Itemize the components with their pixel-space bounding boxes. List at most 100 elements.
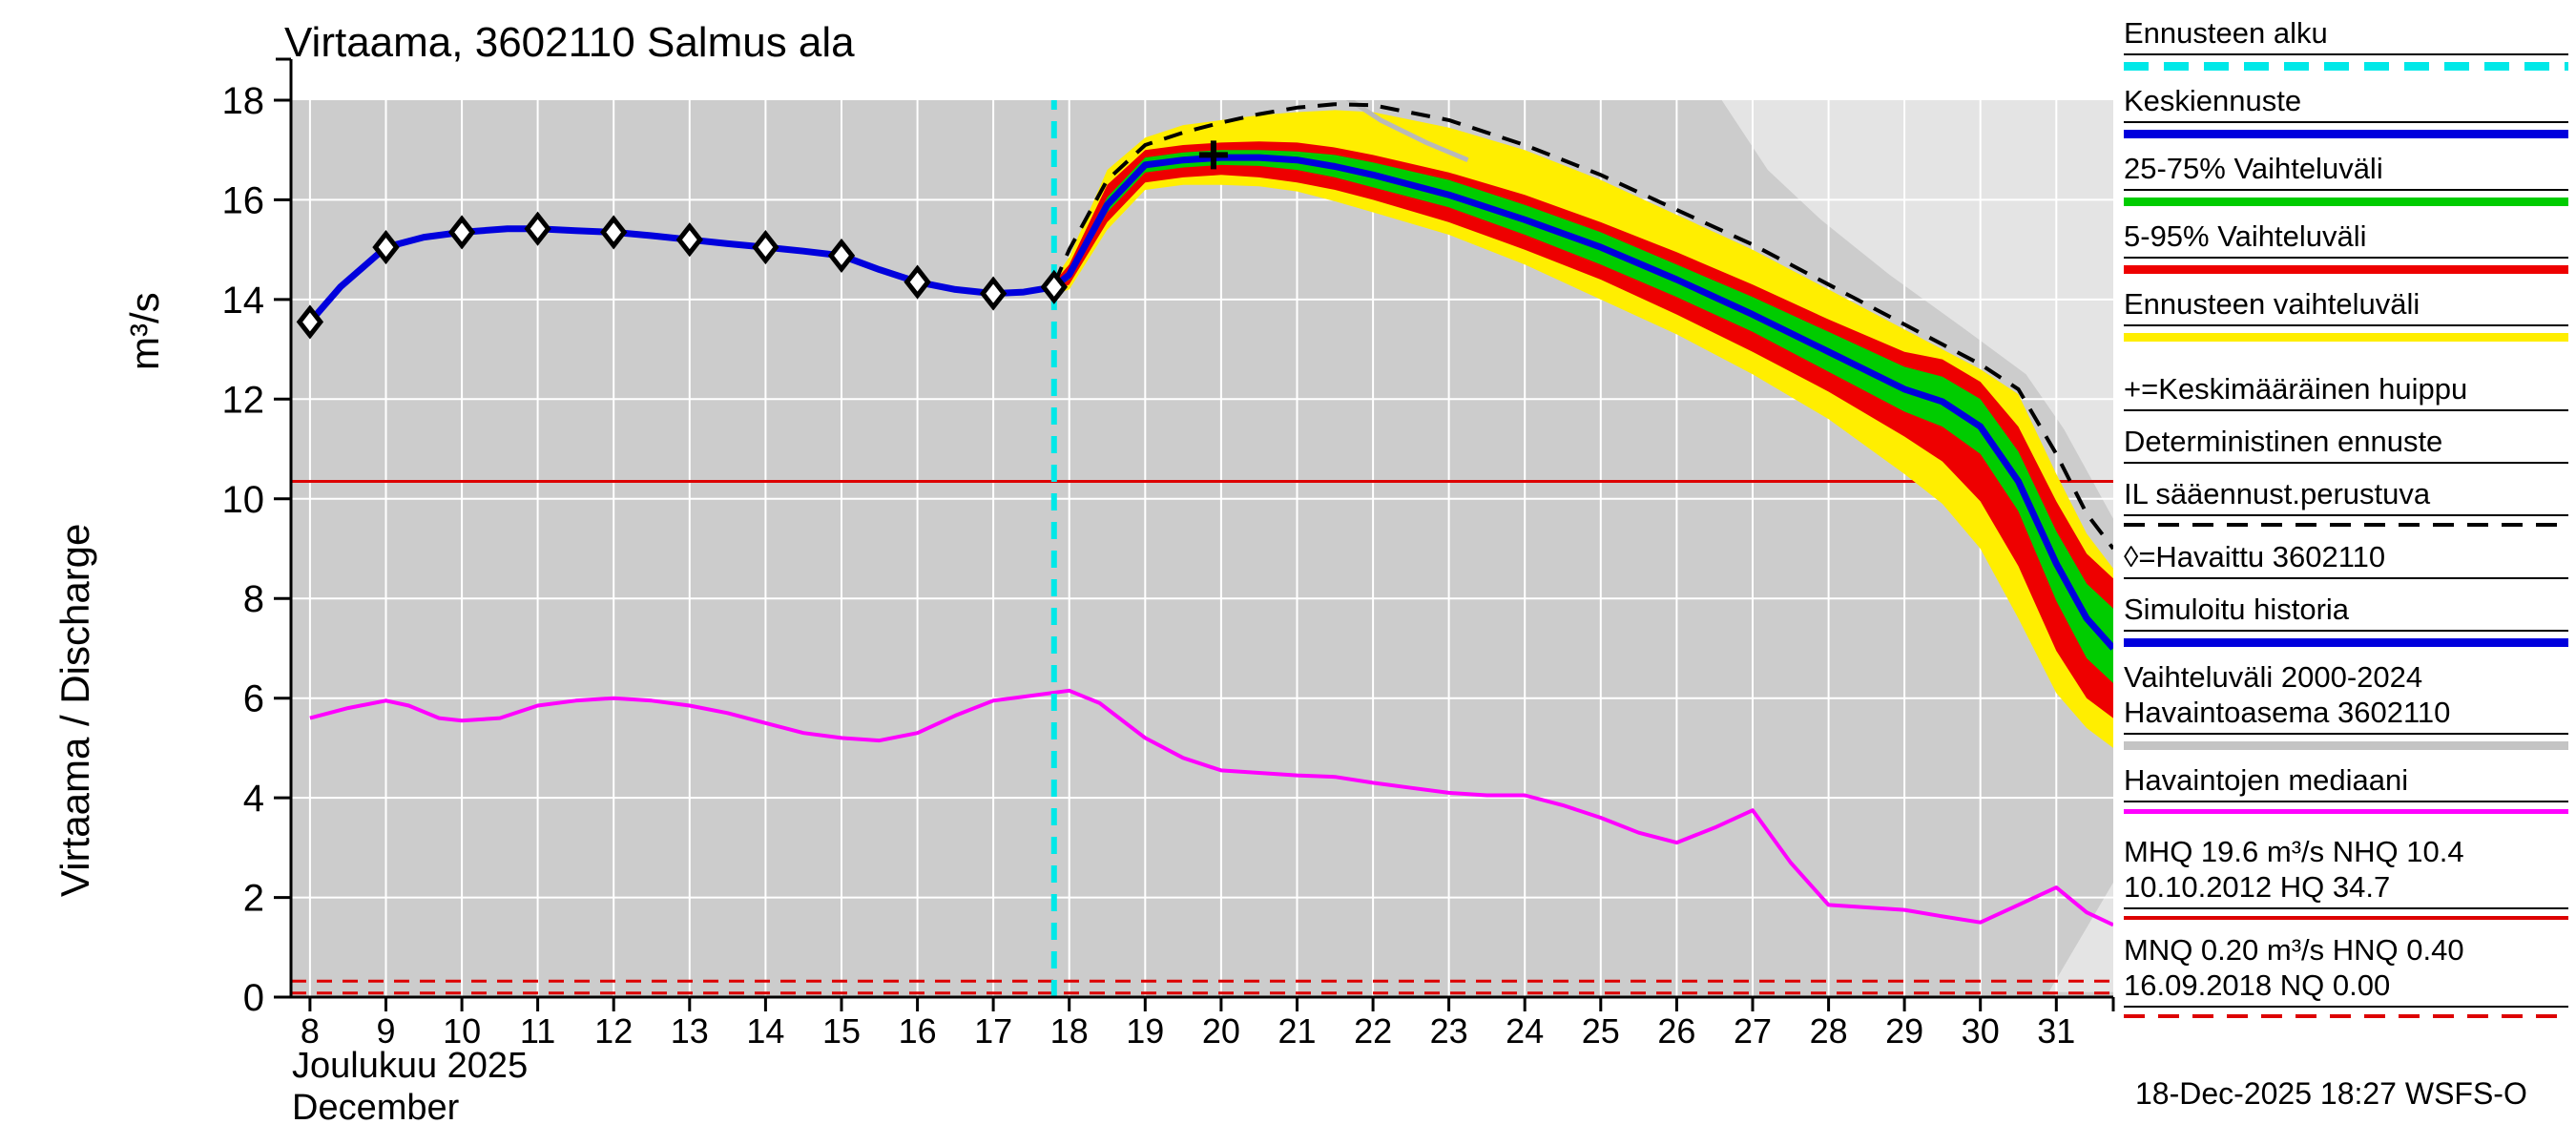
x-tick-label: 30 <box>1962 1011 2000 1051</box>
x-axis-month-label-fi: Joulukuu 2025 <box>292 1046 529 1086</box>
legend-label: Vaihteluväli 2000-2024 <box>2124 660 2423 694</box>
legend-item-vaihteluvali-2000-2024: Vaihteluväli 2000-2024 Havaintoasema 3602… <box>2124 659 2568 750</box>
observed-diamond-marker <box>524 211 551 246</box>
x-tick-label: 28 <box>1810 1011 1848 1051</box>
x-tick-label: 8 <box>301 1011 320 1051</box>
series-deterministinen-ennuste <box>1051 102 2113 551</box>
observed-diamond-marker <box>447 215 476 250</box>
x-tick-label: 9 <box>376 1011 395 1051</box>
legend-label: ◊=Havaittu 3602110 <box>2124 540 2386 573</box>
x-tick-label: 10 <box>443 1011 481 1051</box>
x-tick-label: 20 <box>1202 1011 1240 1051</box>
legend-underline <box>2124 1006 2568 1008</box>
legend-sample-simuloitu-historia <box>2124 638 2568 647</box>
plot-background <box>291 100 2113 997</box>
legend-underline <box>2124 733 2568 735</box>
legend: Ennusteen alku Keskiennuste 25-75% Vaihtel… <box>2124 15 2568 1030</box>
observed-diamond-marker <box>979 276 1008 311</box>
legend-label: 10.10.2012 HQ 34.7 <box>2124 870 2391 904</box>
legend-underline <box>2124 53 2568 55</box>
legend-item-havaintojen-mediaani: Havaintojen mediaani <box>2124 762 2568 814</box>
x-tick-label: 14 <box>746 1011 784 1051</box>
legend-sample-vaihteluvali-2000-2024 <box>2124 741 2568 750</box>
y-axis-label: Virtaama / Discharge <box>52 523 97 897</box>
legend-item-ennusteen-vaihteluvali: Ennusteen vaihteluväli <box>2124 286 2568 342</box>
y-tick-label: 10 <box>222 479 265 521</box>
y-tick-label: 0 <box>243 977 264 1019</box>
historical-range-band <box>2048 882 2113 992</box>
legend-underline <box>2124 409 2568 411</box>
legend-sample-keskiennuste <box>2124 130 2568 138</box>
legend-label: 25-75% Vaihteluväli <box>2124 152 2383 185</box>
legend-item-vaihteluvali-25-75: 25-75% Vaihteluväli <box>2124 151 2568 206</box>
x-tick-label: 23 <box>1430 1011 1468 1051</box>
legend-sample-vaihteluvali-5-95 <box>2124 265 2568 274</box>
x-axis-month-label-en: December <box>292 1088 460 1128</box>
x-tick-label: 31 <box>2037 1011 2075 1051</box>
legend-underline <box>2124 630 2568 632</box>
observed-diamond-marker <box>752 230 779 265</box>
legend-label: MNQ 0.20 m³/s HNQ 0.40 <box>2124 933 2464 967</box>
x-tick-label: 13 <box>671 1011 709 1051</box>
timestamp-footer: 18-Dec-2025 18:27 WSFS-O <box>2135 1076 2527 1111</box>
observed-diamond-marker <box>675 222 703 258</box>
y-axis-unit-label: m³/s <box>122 292 167 370</box>
legend-label: Havaintoasema 3602110 <box>2124 696 2451 729</box>
legend-item-keskimaarainen-huippu: +=Keskimääräinen huippu <box>2124 371 2568 411</box>
legend-item-keskiennuste: Keskiennuste <box>2124 83 2568 138</box>
legend-label: IL sääennust.perustuva <box>2124 477 2431 510</box>
historical-range-band <box>1721 100 2113 519</box>
x-tick-label: 22 <box>1354 1011 1392 1051</box>
y-tick-label: 16 <box>222 179 265 221</box>
legend-underline <box>2124 801 2568 802</box>
legend-label: +=Keskimääräinen huippu <box>2124 372 2468 406</box>
legend-item-ennusteen-alku: Ennusteen alku <box>2124 15 2568 71</box>
legend-underline <box>2124 514 2568 516</box>
y-tick-label: 18 <box>222 80 265 122</box>
x-tick-label: 15 <box>822 1011 861 1051</box>
band-vaihteluvali-25-75 <box>1053 150 2113 683</box>
legend-label: Ennusteen alku <box>2124 16 2328 50</box>
x-tick-label: 18 <box>1050 1011 1089 1051</box>
legend-label: Keskiennuste <box>2124 84 2302 117</box>
legend-item-vaihteluvali-5-95: 5-95% Vaihteluväli <box>2124 219 2568 274</box>
x-tick-label: 11 <box>520 1011 555 1051</box>
legend-underline <box>2124 324 2568 326</box>
legend-sample-mnq <box>2124 1014 2568 1018</box>
y-tick-label: 12 <box>222 379 265 421</box>
y-tick-label: 8 <box>243 578 264 620</box>
legend-underline <box>2124 121 2568 123</box>
x-tick-label: 26 <box>1657 1011 1695 1051</box>
x-tick-label: 25 <box>1582 1011 1620 1051</box>
page-title: Virtaama, 3602110 Salmus ala <box>284 19 855 66</box>
legend-item-mhq: MHQ 19.6 m³/s NHQ 10.4 10.10.2012 HQ 34.7 <box>2124 834 2568 920</box>
x-tick-label: 21 <box>1278 1011 1316 1051</box>
series-havaintojen-mediaani <box>309 688 2113 927</box>
legend-label: Deterministinen ennuste <box>2124 425 2443 458</box>
observed-diamond-marker <box>827 238 856 273</box>
y-tick-label: 2 <box>243 878 264 920</box>
x-tick-label: 24 <box>1506 1011 1544 1051</box>
legend-sample-il-saaennuste <box>2124 523 2568 527</box>
x-tick-label: 12 <box>594 1011 633 1051</box>
x-tick-label: 17 <box>974 1011 1012 1051</box>
legend-item-simuloitu-historia: Simuloitu historia <box>2124 592 2568 647</box>
legend-underline <box>2124 257 2568 259</box>
x-tick-label: 27 <box>1734 1011 1772 1051</box>
observed-diamond-marker <box>1040 269 1068 304</box>
observed-diamond-marker <box>296 304 324 340</box>
legend-label: Ennusteen vaihteluväli <box>2124 287 2420 321</box>
legend-label: MHQ 19.6 m³/s NHQ 10.4 <box>2124 835 2464 868</box>
x-tick-label: 29 <box>1885 1011 1923 1051</box>
legend-underline <box>2124 462 2568 464</box>
legend-sample-ennusteen-vaihteluvali <box>2124 333 2568 342</box>
y-tick-label: 14 <box>222 280 265 322</box>
legend-item-il-saaennuste: IL sääennust.perustuva <box>2124 476 2568 527</box>
legend-label: Havaintojen mediaani <box>2124 763 2409 797</box>
legend-sample-mhq <box>2124 916 2568 920</box>
observed-diamond-marker <box>904 264 931 300</box>
series-keskiennuste <box>1051 154 2113 651</box>
average-peak-plus-marker <box>1198 140 1228 170</box>
